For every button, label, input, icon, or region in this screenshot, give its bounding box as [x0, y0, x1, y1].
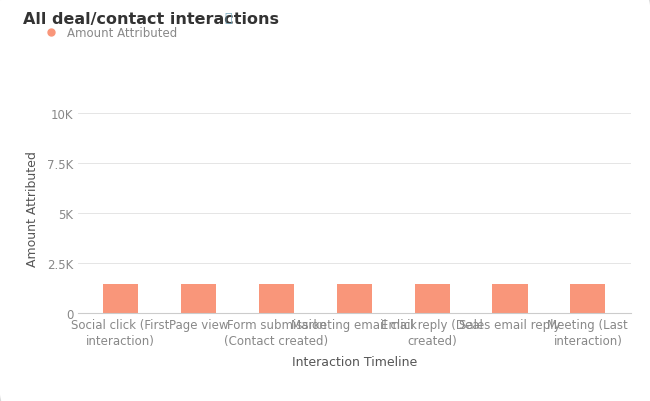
X-axis label: Interaction Timeline: Interaction Timeline: [292, 356, 417, 369]
Bar: [259, 284, 294, 313]
Bar: [337, 284, 372, 313]
Bar: [181, 284, 216, 313]
Y-axis label: Amount Attributed: Amount Attributed: [25, 151, 38, 266]
Text: All deal/contact interactions: All deal/contact interactions: [23, 12, 279, 27]
Bar: [493, 284, 528, 313]
Bar: [570, 284, 605, 313]
Bar: [415, 284, 450, 313]
Legend: Amount Attributed: Amount Attributed: [34, 22, 182, 45]
Bar: [103, 284, 138, 313]
Text: ⓘ: ⓘ: [224, 12, 231, 25]
